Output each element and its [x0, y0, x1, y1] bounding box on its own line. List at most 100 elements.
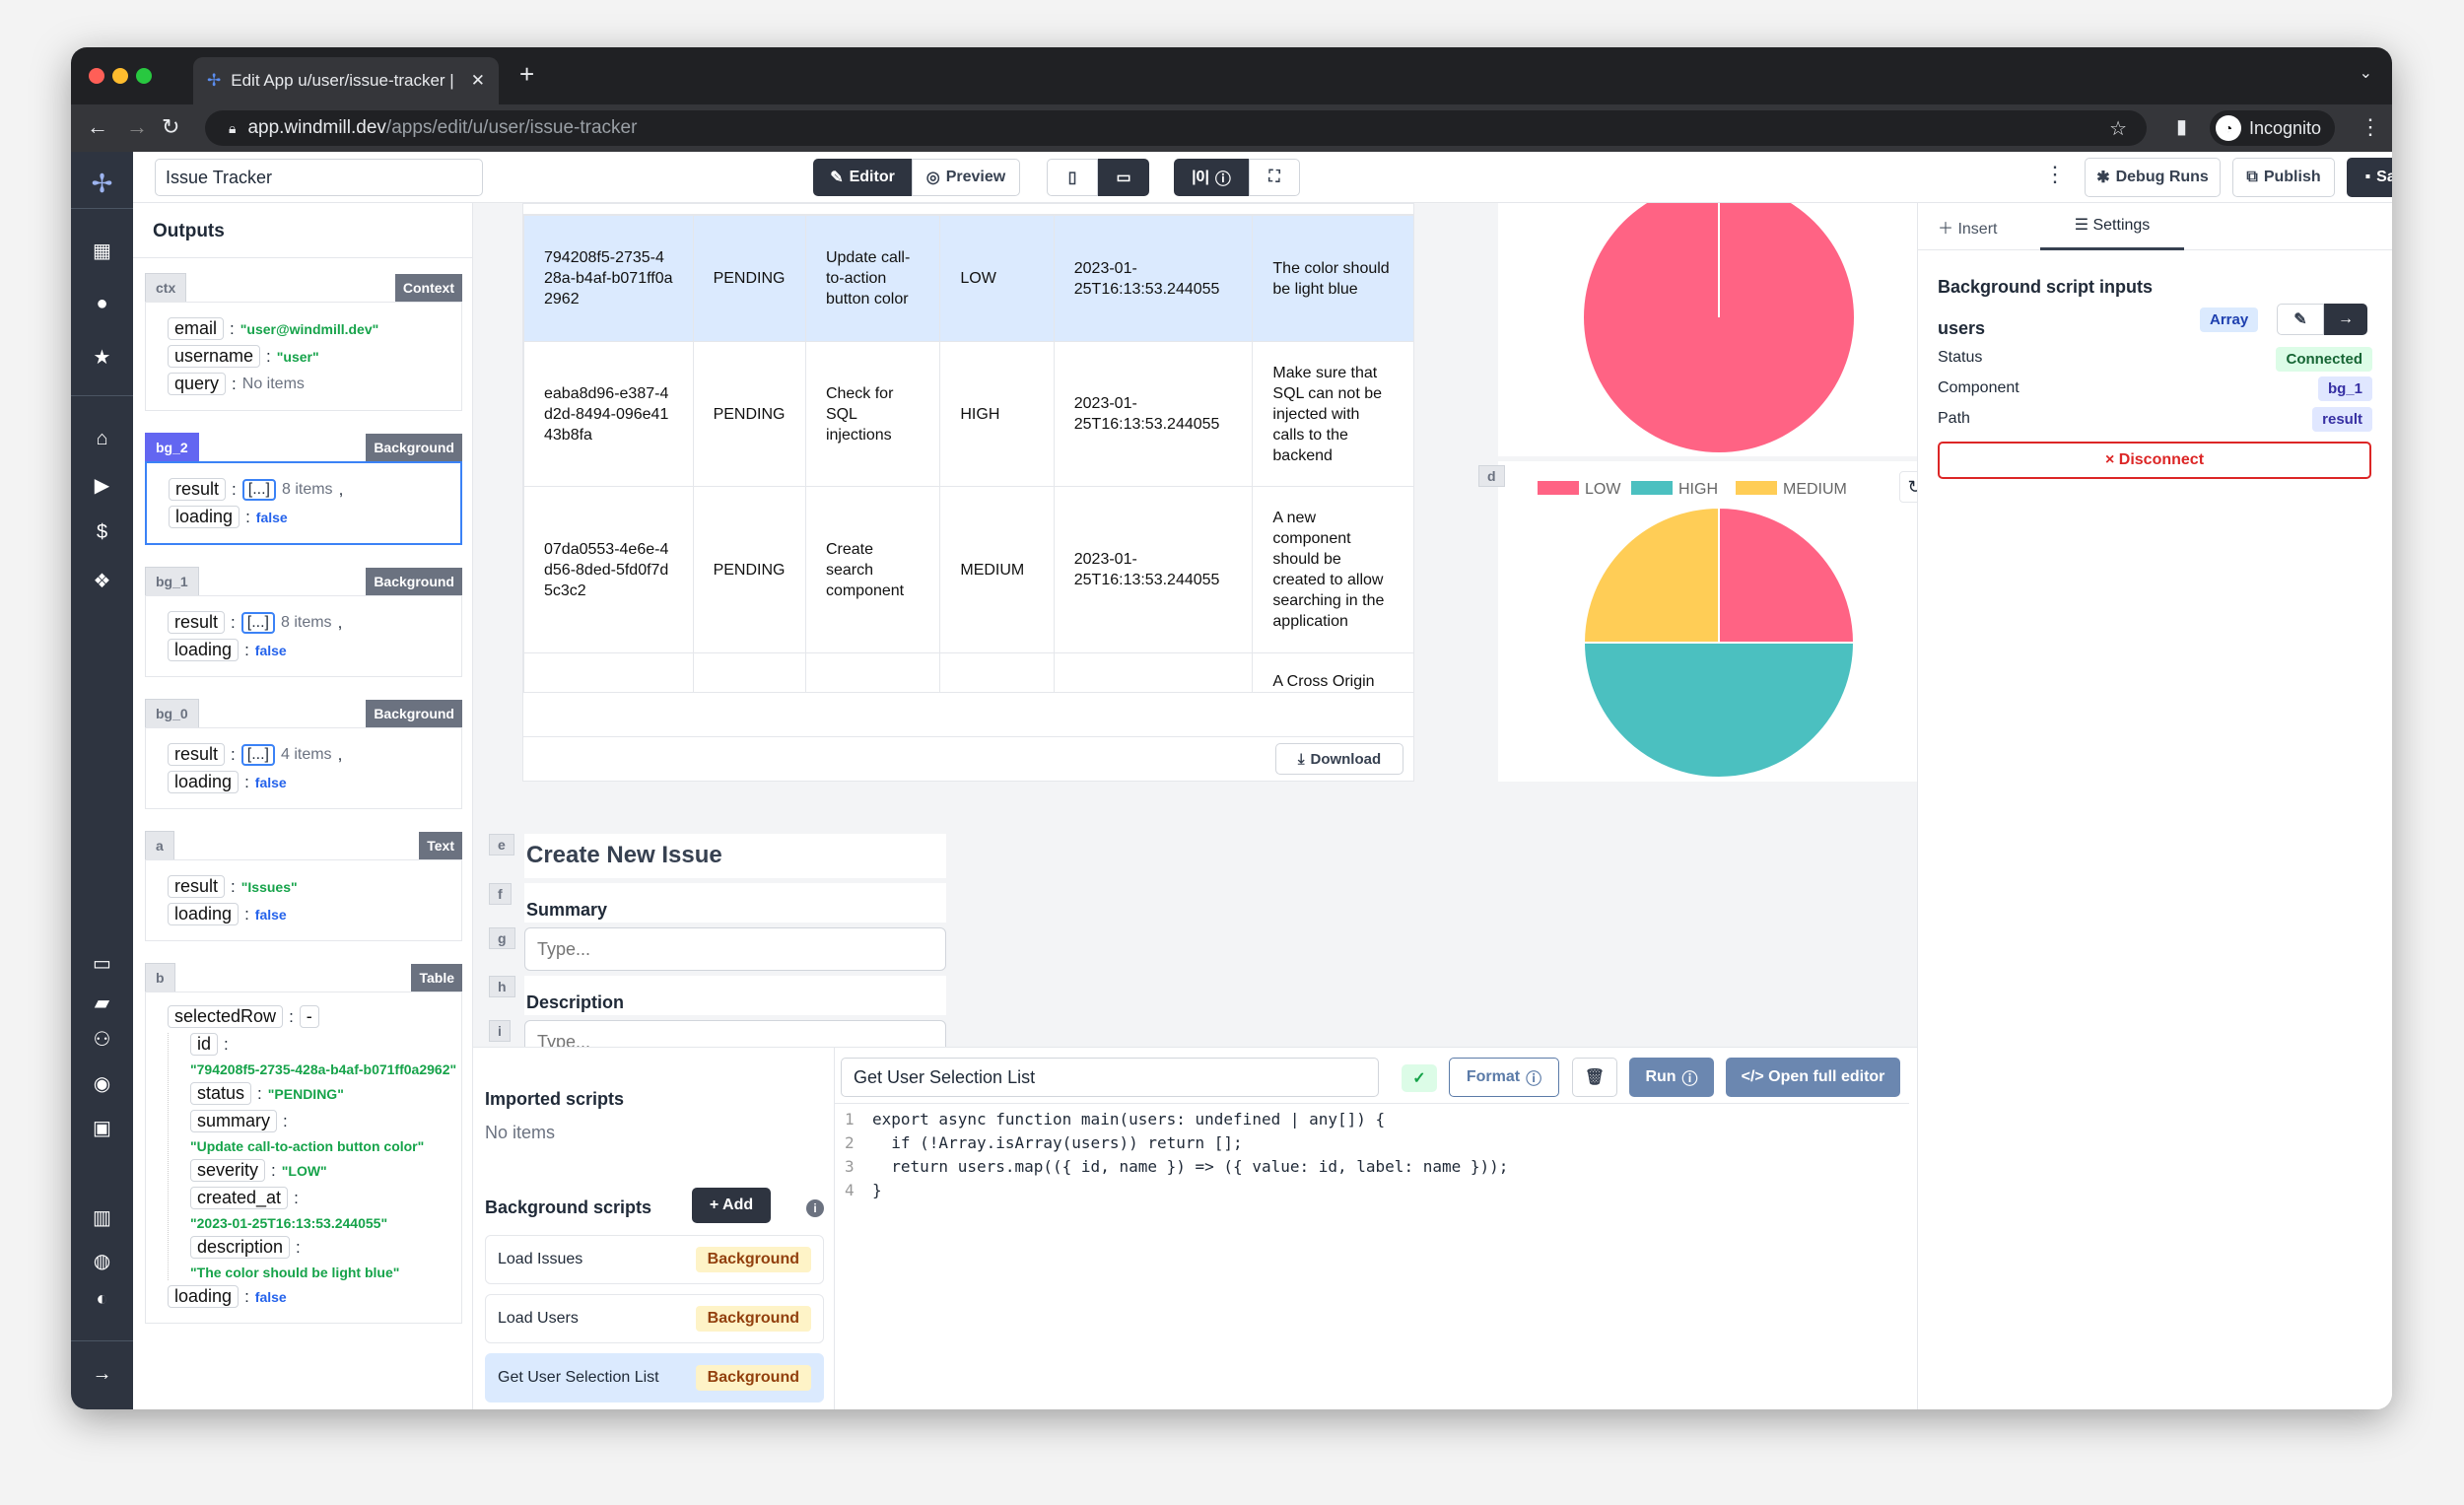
desktop-view-button[interactable]: ▭	[1098, 159, 1149, 196]
save-button[interactable]: ▪ Save	[2347, 158, 2392, 197]
browser-menu-icon[interactable]: ⋮	[2360, 114, 2381, 139]
new-tab-icon[interactable]: +	[519, 59, 535, 89]
output-key[interactable]: severity	[190, 1159, 266, 1182]
summary-input[interactable]	[524, 927, 946, 971]
workers-robot-icon[interactable]: ▣	[93, 1118, 111, 1139]
reload-icon[interactable]: ↻	[162, 114, 180, 139]
code-editor[interactable]: 1 export async function main(users: undef…	[835, 1103, 1909, 1409]
component-id[interactable]: bg_1	[145, 567, 199, 595]
expand-array-button[interactable]: [...]	[241, 478, 276, 501]
close-tab-icon[interactable]: ✕	[470, 71, 485, 90]
output-key[interactable]: status	[190, 1082, 252, 1105]
expand-array-button[interactable]: [...]	[240, 611, 275, 634]
background-script-item[interactable]: Load Issues Background	[485, 1235, 824, 1284]
app-name-input[interactable]: Issue Tracker	[155, 159, 483, 196]
output-key[interactable]: result	[168, 743, 226, 766]
back-icon[interactable]: ←	[87, 114, 108, 139]
add-script-button[interactable]: + Add	[692, 1188, 771, 1223]
github-icon[interactable]: ◐	[96, 1288, 108, 1310]
legend-label[interactable]: MEDIUM	[1783, 481, 1847, 498]
schedule-calendar-icon[interactable]: ▭	[93, 953, 111, 975]
groups-icon[interactable]: ⚇	[93, 1029, 111, 1051]
info-icon[interactable]: i	[806, 1199, 824, 1217]
output-key[interactable]: loading	[168, 771, 240, 793]
table-row[interactable]: 07da0553-4e6e-4d56-8ded-5fd0f7d5c3c2 PEND…	[523, 486, 1413, 653]
legend-swatch[interactable]	[1736, 481, 1777, 495]
expand-sidebar-arrow-icon[interactable]: →	[92, 1363, 112, 1385]
output-key[interactable]: result	[168, 875, 226, 898]
editor-mode-button[interactable]: ✎ Editor	[813, 159, 912, 196]
pie-chart-severity[interactable]: d LOW HIGH MEDIUM ↻	[1478, 461, 1939, 782]
format-button[interactable]: Format ⓘ	[1449, 1058, 1559, 1097]
delete-script-button[interactable]: 🗑︎	[1572, 1058, 1617, 1097]
output-key[interactable]: username	[168, 345, 261, 368]
output-key[interactable]: result	[169, 478, 227, 501]
mobile-view-button[interactable]: ▯	[1047, 159, 1098, 196]
output-key[interactable]: summary	[190, 1110, 278, 1132]
expand-array-button[interactable]: [...]	[240, 743, 275, 766]
home-icon[interactable]: ⌂	[96, 428, 108, 449]
disconnect-button[interactable]: × Disconnect	[1938, 442, 2371, 479]
output-key[interactable]: loading	[168, 903, 240, 925]
component-id[interactable]: ctx	[145, 273, 187, 302]
url-input[interactable]: 🔒︎ app.windmill.dev/apps/edit/u/user/iss…	[205, 110, 2147, 146]
incognito-profile[interactable]: ◔ Incognito	[2210, 110, 2336, 146]
download-button[interactable]: ⤓ Download	[1275, 743, 1403, 775]
pie-slice-low[interactable]	[1718, 506, 1856, 644]
forward-icon[interactable]: →	[126, 114, 148, 139]
pie-slice-medium[interactable]	[1582, 506, 1720, 644]
legend-label[interactable]: LOW	[1585, 481, 1621, 498]
run-button[interactable]: Run ⓘ	[1629, 1058, 1714, 1097]
windmill-logo-icon[interactable]: ✢	[91, 169, 113, 198]
component-id[interactable]: b	[145, 963, 175, 992]
component-id[interactable]: bg_0	[145, 699, 199, 727]
star-icon[interactable]: ★	[93, 347, 111, 369]
workspace-icon[interactable]: ▦	[93, 240, 111, 262]
side-panel-icon[interactable]: ▮	[2176, 116, 2188, 138]
collapse-toggle[interactable]: -	[299, 1005, 319, 1028]
dollar-icon[interactable]: $	[96, 521, 108, 543]
pie-chart-top[interactable]	[1498, 203, 1939, 456]
connect-input-button[interactable]: →	[2324, 304, 2367, 335]
docs-book-icon[interactable]: ▥	[93, 1207, 111, 1229]
output-key[interactable]: email	[168, 317, 225, 340]
script-name-input[interactable]: Get User Selection List	[841, 1058, 1379, 1097]
legend-swatch[interactable]	[1631, 481, 1673, 495]
output-key[interactable]: result	[168, 611, 226, 634]
audit-eye-icon[interactable]: ◉	[93, 1073, 111, 1095]
bookmark-star-icon[interactable]: ☆	[2109, 118, 2127, 140]
fullscreen-button[interactable]: ⛶	[1249, 159, 1300, 196]
scale-toggle-button[interactable]: |0| ⓘ	[1174, 159, 1249, 196]
pie-slice-high[interactable]	[1582, 642, 1856, 779]
component-id[interactable]: a	[145, 831, 174, 859]
output-key[interactable]: loading	[168, 639, 240, 661]
table-row[interactable]: 794208f5-2735-428a-b4af-b071ff0a2962 PEND…	[523, 215, 1413, 342]
minimize-window-button[interactable]	[112, 68, 128, 84]
background-script-item[interactable]: Get User Selection List Background	[485, 1353, 824, 1402]
runs-play-icon[interactable]: ▶	[94, 475, 110, 497]
edit-input-button[interactable]: ✎	[2277, 304, 2324, 335]
legend-swatch[interactable]	[1538, 481, 1579, 495]
publish-button[interactable]: ⧉ Publish	[2232, 158, 2335, 197]
output-key[interactable]: loading	[168, 1285, 240, 1308]
background-script-item[interactable]: Load Users Background	[485, 1294, 824, 1343]
preview-mode-button[interactable]: ◎ Preview	[912, 159, 1020, 196]
tab-insert[interactable]: ＋ Insert	[1938, 221, 1998, 238]
legend-label[interactable]: HIGH	[1678, 481, 1718, 498]
tab-settings[interactable]: ☰ Settings	[2040, 203, 2184, 250]
browser-tab[interactable]: ✢ Edit App u/user/issue-tracker | ✕	[193, 57, 499, 104]
more-menu-icon[interactable]: ⋮	[2044, 162, 2066, 186]
open-full-editor-button[interactable]: </> Open full editor	[1726, 1058, 1900, 1097]
output-key[interactable]: description	[190, 1236, 291, 1259]
output-key[interactable]: loading	[169, 506, 240, 528]
folder-icon[interactable]: ▰	[94, 992, 110, 1014]
pie-slice-low[interactable]	[1584, 203, 1854, 452]
output-key[interactable]: id	[190, 1033, 219, 1056]
table-row[interactable]: A Cross Origin	[523, 652, 1413, 693]
debug-runs-button[interactable]: ✱ Debug Runs	[2085, 158, 2221, 197]
maximize-window-button[interactable]	[136, 68, 152, 84]
user-icon[interactable]: ●	[96, 293, 108, 314]
issues-table-component[interactable]: 794208f5-2735-428a-b4af-b071ff0a2962 PEND…	[522, 203, 1414, 782]
output-key[interactable]: created_at	[190, 1187, 289, 1209]
tab-search-chevron-icon[interactable]: ⌄	[2359, 65, 2372, 82]
